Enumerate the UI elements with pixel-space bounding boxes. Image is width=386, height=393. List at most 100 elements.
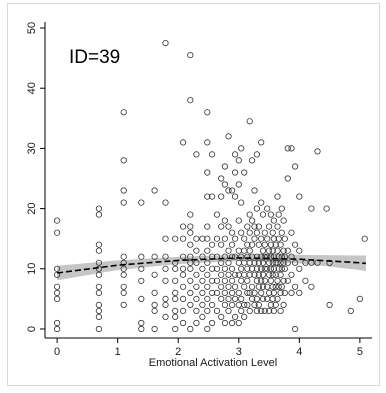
data-point: [277, 259, 284, 266]
data-point: [255, 241, 262, 248]
data-point: [255, 301, 262, 308]
data-point: [259, 211, 267, 218]
data-point: [193, 319, 200, 327]
data-point: [209, 151, 216, 158]
data-point: [258, 307, 265, 314]
data-point: [95, 241, 103, 248]
data-point: [265, 259, 273, 266]
data-point: [238, 253, 245, 260]
data-point: [213, 289, 221, 296]
data-point: [53, 271, 61, 278]
data-point: [209, 289, 216, 296]
data-point: [274, 259, 281, 266]
data-point: [53, 325, 61, 333]
data-point: [193, 247, 200, 254]
data-point: [267, 241, 274, 248]
data-point: [291, 283, 299, 290]
data-point: [172, 325, 179, 333]
data-point: [291, 163, 299, 170]
data-point: [221, 163, 228, 170]
x-tick-label: 1: [115, 346, 121, 358]
data-point: [251, 223, 258, 230]
data-point: [232, 235, 239, 242]
data-point: [267, 265, 274, 272]
data-point: [275, 265, 282, 272]
data-point: [218, 313, 225, 320]
data-point: [95, 325, 103, 333]
data-point: [138, 253, 145, 260]
data-point: [120, 157, 127, 164]
data-point: [180, 283, 187, 290]
data-point: [253, 277, 260, 284]
data-point: [253, 151, 260, 158]
data-point: [270, 265, 277, 272]
data-point: [229, 187, 236, 194]
data-point: [221, 301, 228, 308]
data-point: [284, 145, 291, 152]
data-point: [253, 253, 260, 260]
data-point: [199, 301, 206, 308]
data-point: [277, 307, 284, 314]
data-point: [278, 265, 285, 272]
data-point: [274, 247, 281, 254]
data-point: [229, 289, 236, 296]
data-point: [162, 253, 169, 260]
data-point: [235, 247, 242, 254]
data-point: [244, 289, 251, 296]
data-point: [265, 223, 273, 230]
data-point: [244, 223, 251, 230]
data-point: [249, 283, 256, 290]
data-point: [246, 247, 253, 254]
data-point: [204, 283, 211, 290]
data-point: [270, 307, 277, 314]
data-point: [241, 313, 248, 320]
data-point: [187, 301, 194, 308]
data-point: [120, 187, 127, 194]
data-point: [249, 157, 256, 164]
data-point: [151, 325, 158, 333]
data-point: [249, 253, 256, 260]
data-point: [246, 229, 253, 236]
data-point: [187, 265, 194, 272]
data-point: [199, 277, 206, 284]
data-point: [255, 271, 262, 278]
data-point: [258, 289, 265, 296]
data-point: [261, 253, 268, 260]
data-point: [235, 181, 242, 188]
data-point: [218, 193, 225, 200]
data-point: [269, 229, 276, 236]
data-point: [213, 235, 221, 242]
confidence-band: [57, 254, 366, 281]
data-point: [258, 265, 265, 272]
data-point: [278, 205, 285, 212]
data-point: [258, 235, 265, 242]
data-point: [265, 289, 273, 296]
data-point: [288, 271, 295, 278]
data-point: [274, 295, 281, 302]
data-point: [264, 205, 271, 212]
data-point: [120, 253, 127, 260]
y-tick-label: 40: [26, 82, 38, 94]
data-point: [278, 283, 285, 290]
y-tick-label: 0: [26, 326, 38, 332]
data-point: [120, 271, 127, 278]
data-point: [280, 259, 287, 266]
data-point: [95, 307, 103, 314]
data-point: [225, 133, 232, 140]
data-point: [246, 259, 253, 266]
data-point: [138, 325, 145, 333]
data-point: [120, 199, 127, 206]
data-point: [172, 265, 179, 272]
data-point: [95, 301, 103, 308]
data-point: [162, 277, 169, 284]
data-point: [199, 235, 206, 242]
data-point: [269, 271, 276, 278]
data-point: [291, 325, 299, 333]
data-point: [53, 319, 61, 327]
data-point: [53, 229, 61, 236]
data-point: [162, 199, 169, 206]
data-point: [213, 211, 221, 218]
data-point: [95, 283, 103, 290]
data-point: [221, 277, 228, 284]
data-point: [218, 241, 225, 248]
